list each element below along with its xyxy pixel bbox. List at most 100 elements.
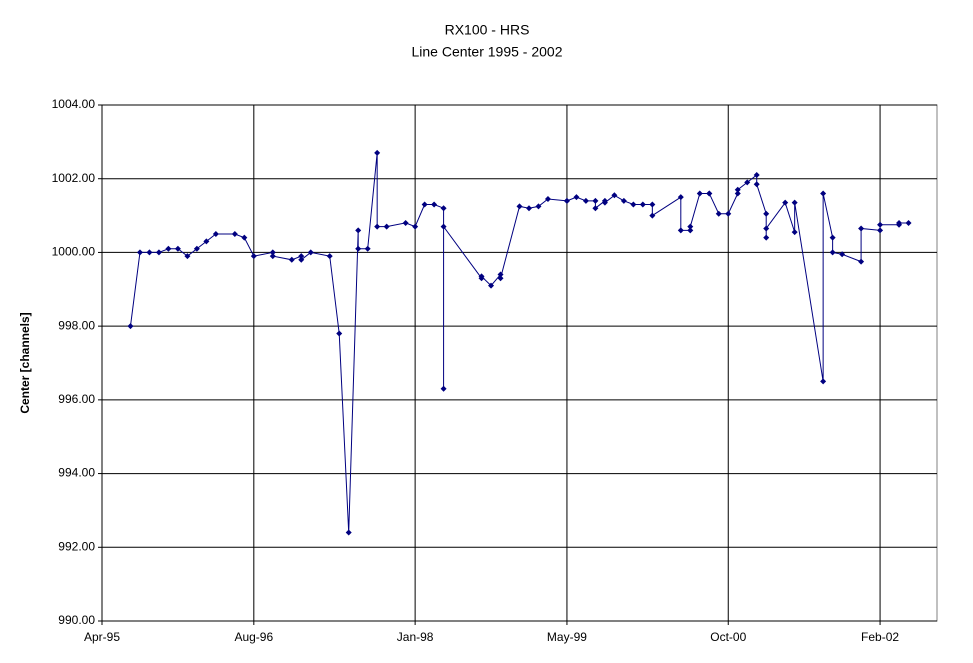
data-point: [753, 181, 760, 188]
data-point: [402, 219, 409, 226]
data-point: [715, 210, 722, 217]
data-point: [374, 223, 381, 230]
data-point: [820, 378, 827, 385]
data-point: [877, 221, 884, 228]
y-tick-label: 996.00: [58, 392, 95, 406]
plot-area: [101, 104, 938, 622]
data-point: [649, 201, 656, 208]
data-point: [601, 199, 608, 206]
chart-title: RX100 - HRS: [445, 22, 530, 38]
data-point: [858, 225, 865, 232]
data-point: [364, 245, 371, 252]
data-point: [288, 256, 295, 263]
data-point: [905, 219, 912, 226]
data-point: [639, 201, 646, 208]
data-point: [725, 210, 732, 217]
data-point: [649, 212, 656, 219]
y-tick-label: 994.00: [58, 466, 95, 480]
x-tick-label: Feb-02: [861, 630, 899, 644]
data-point: [326, 253, 333, 260]
data-point: [307, 249, 314, 256]
data-point: [241, 234, 248, 241]
data-point: [165, 245, 172, 252]
data-point: [355, 245, 362, 252]
x-tick-label: Apr-95: [84, 630, 120, 644]
x-tick-label: Oct-00: [710, 630, 746, 644]
data-point: [336, 330, 343, 337]
data-point: [877, 227, 884, 234]
data-point: [592, 205, 599, 212]
data-point: [431, 201, 438, 208]
x-tick-label: Aug-96: [234, 630, 273, 644]
data-point: [231, 231, 238, 237]
data-point: [829, 234, 836, 241]
data-point: [146, 249, 153, 256]
data-point: [763, 210, 770, 217]
data-point: [677, 194, 684, 201]
data-point: [250, 253, 257, 260]
data-point: [592, 197, 599, 204]
data-point: [136, 249, 143, 256]
y-axis-title: Center [channels]: [18, 312, 32, 413]
data-point: [488, 282, 495, 289]
data-point: [734, 186, 741, 193]
y-tick-label: 1004.00: [52, 97, 96, 111]
data-point: [763, 234, 770, 241]
data-point: [687, 227, 694, 234]
data-point: [345, 529, 352, 536]
data-point: [782, 199, 789, 206]
data-point: [839, 251, 846, 258]
data-point: [829, 249, 836, 256]
x-tick-label: Jan-98: [397, 630, 434, 644]
data-point: [298, 253, 305, 260]
data-point: [620, 197, 627, 204]
data-line: [129, 152, 909, 533]
data-point: [478, 273, 485, 280]
data-point: [696, 190, 703, 197]
y-tick-label: 990.00: [58, 613, 95, 627]
data-point: [535, 203, 542, 210]
data-point: [497, 275, 504, 282]
y-tick-label: 1000.00: [52, 245, 96, 259]
y-tick-label: 992.00: [58, 539, 95, 553]
data-point: [858, 258, 865, 265]
data-point: [269, 249, 276, 256]
data-point: [155, 249, 162, 256]
data-point: [440, 205, 447, 212]
data-point: [791, 199, 798, 206]
chart-subtitle: Line Center 1995 - 2002: [412, 44, 563, 60]
data-point: [630, 201, 637, 208]
data-point: [791, 229, 798, 236]
data-point: [127, 323, 134, 330]
data-point: [355, 227, 362, 234]
data-point: [677, 227, 684, 234]
data-point: [753, 172, 760, 179]
data-point: [193, 245, 200, 252]
data-point: [573, 194, 580, 201]
data-point: [269, 253, 276, 260]
data-point: [734, 190, 741, 197]
y-tick-label: 1002.00: [52, 171, 96, 185]
data-point: [212, 231, 219, 237]
data-point: [421, 201, 428, 208]
data-point: [298, 256, 305, 263]
data-point: [383, 223, 390, 230]
data-point: [440, 385, 447, 392]
data-point: [525, 205, 532, 212]
data-point: [820, 190, 827, 197]
data-point: [896, 219, 903, 226]
data-point: [374, 149, 381, 156]
data-point: [544, 195, 551, 202]
data-point: [174, 245, 181, 252]
data-point: [184, 253, 191, 260]
data-point: [440, 223, 447, 230]
data-point: [412, 223, 419, 230]
data-point: [203, 238, 210, 245]
y-tick-label: 998.00: [58, 318, 95, 332]
data-point: [706, 190, 713, 197]
data-point: [687, 223, 694, 230]
data-point: [763, 225, 770, 232]
data-point: [516, 203, 523, 210]
data-point: [582, 197, 589, 204]
